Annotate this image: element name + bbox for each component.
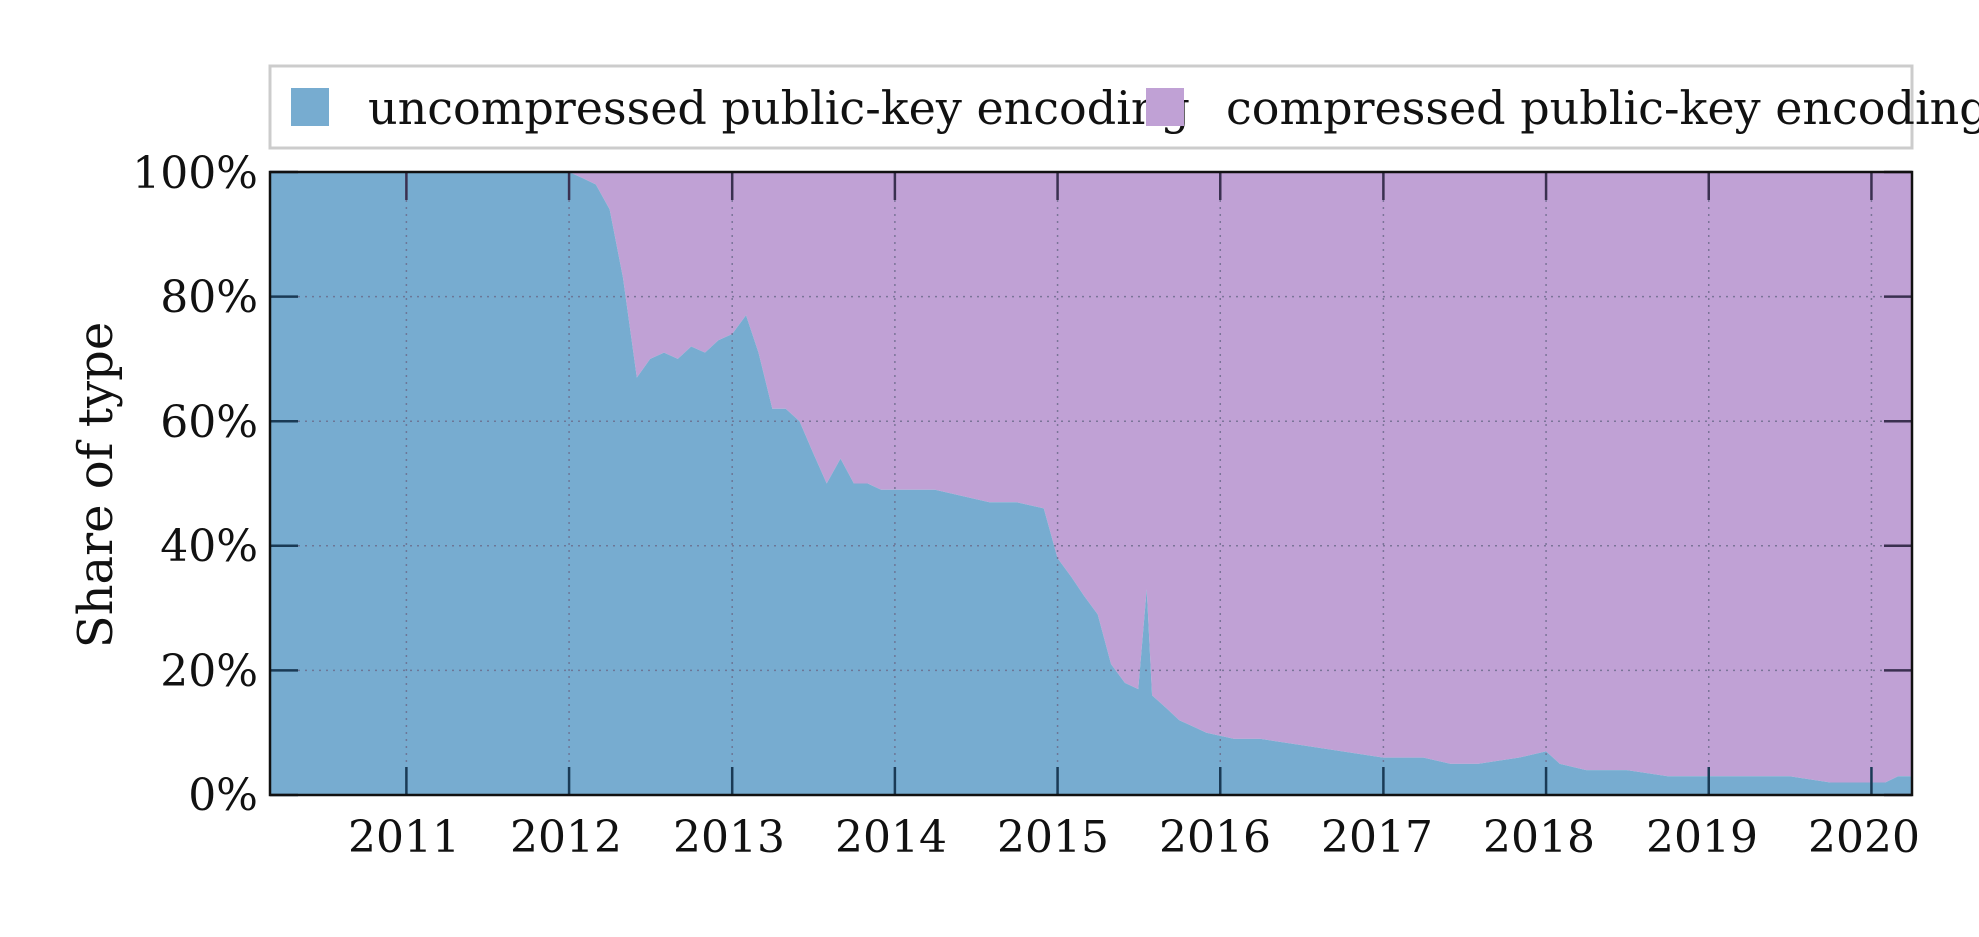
x-tick-label: 2014 [835,812,947,863]
plot-frame [268,170,1914,797]
legend-box [268,64,1914,150]
x-axis-tick-labels: 2011 2012 2013 2014 2015 2016 2017 2018 … [348,812,1920,863]
y-tick-label: 0% [188,770,258,821]
y-tick-label: 20% [160,646,258,697]
y-axis-tick-labels: 0% 20% 40% 60% 80% 100% [132,148,258,821]
y-axis-title: Share of type [68,322,124,648]
area-uncompressed-series [270,172,1912,795]
legend-label-uncompressed: uncompressed public-key encoding [368,81,1190,135]
legend-swatch-uncompressed [291,88,329,126]
legend: uncompressed public-key encoding compres… [268,64,1979,150]
x-tick-label: 2017 [1321,812,1433,863]
y-tick-label: 100% [132,148,258,199]
x-tick-label: 2011 [348,812,460,863]
x-tick-label: 2016 [1159,812,1271,863]
legend-swatch-compressed [1146,88,1184,126]
x-tick-label: 2013 [673,812,785,863]
x-tick-label: 2020 [1808,812,1920,863]
area-compressed-series [270,172,1912,783]
legend-label-compressed: compressed public-key encoding [1226,81,1979,135]
plot-area [268,170,1914,797]
x-tick-label: 2018 [1483,812,1595,863]
x-tick-label: 2015 [997,812,1109,863]
x-tick-label: 2012 [510,812,622,863]
y-tick-label: 80% [160,272,258,323]
grid-lines [270,172,1912,795]
y-tick-label: 40% [160,521,258,572]
tick-marks [270,170,1912,797]
y-tick-label: 60% [160,397,258,448]
x-tick-label: 2019 [1646,812,1758,863]
